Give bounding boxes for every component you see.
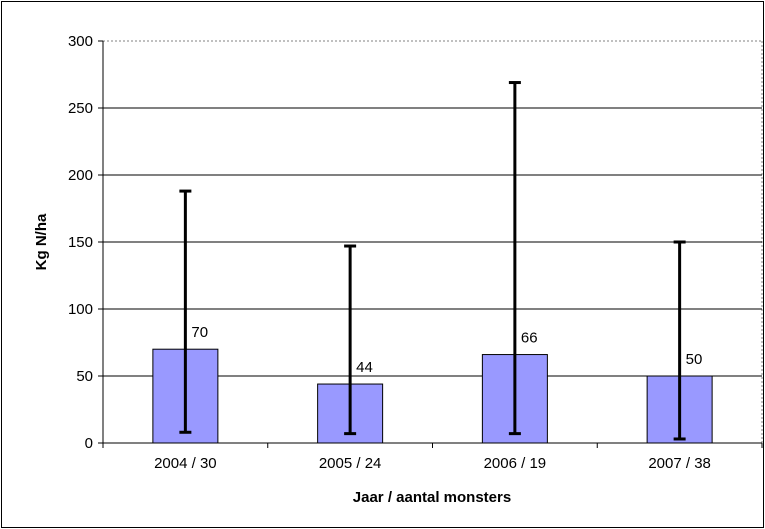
y-tick-label-150: 150	[68, 234, 93, 251]
y-tick-label-300: 300	[68, 33, 93, 50]
y-axis-title: Kg N/ha	[33, 213, 50, 270]
y-tick-label-200: 200	[68, 167, 93, 184]
x-axis-title: Jaar / aantal monsters	[353, 489, 511, 506]
y-tick-labels: 0 50 100 150 200 250 300	[68, 33, 93, 452]
data-label-4: 50	[686, 351, 703, 368]
x-tick-label-4: 2007 / 38	[648, 455, 711, 472]
data-labels: 70 44 66 50	[191, 324, 702, 376]
data-label-2: 44	[356, 359, 373, 376]
y-tick-label-250: 250	[68, 100, 93, 117]
x-tick-label-2: 2005 / 24	[319, 455, 382, 472]
y-tick-label-50: 50	[76, 368, 93, 385]
bars	[152, 348, 713, 444]
error-bars	[179, 81, 686, 441]
y-tick-label-100: 100	[68, 301, 93, 318]
data-label-1: 70	[191, 324, 208, 341]
y-tick-label-0: 0	[85, 435, 93, 452]
axes	[98, 40, 763, 448]
data-label-3: 66	[521, 330, 538, 347]
x-tick-labels: 2004 / 30 2005 / 24 2006 / 19 2007 / 38	[154, 455, 711, 472]
x-tick-label-1: 2004 / 30	[154, 455, 217, 472]
x-tick-label-3: 2006 / 19	[484, 455, 547, 472]
